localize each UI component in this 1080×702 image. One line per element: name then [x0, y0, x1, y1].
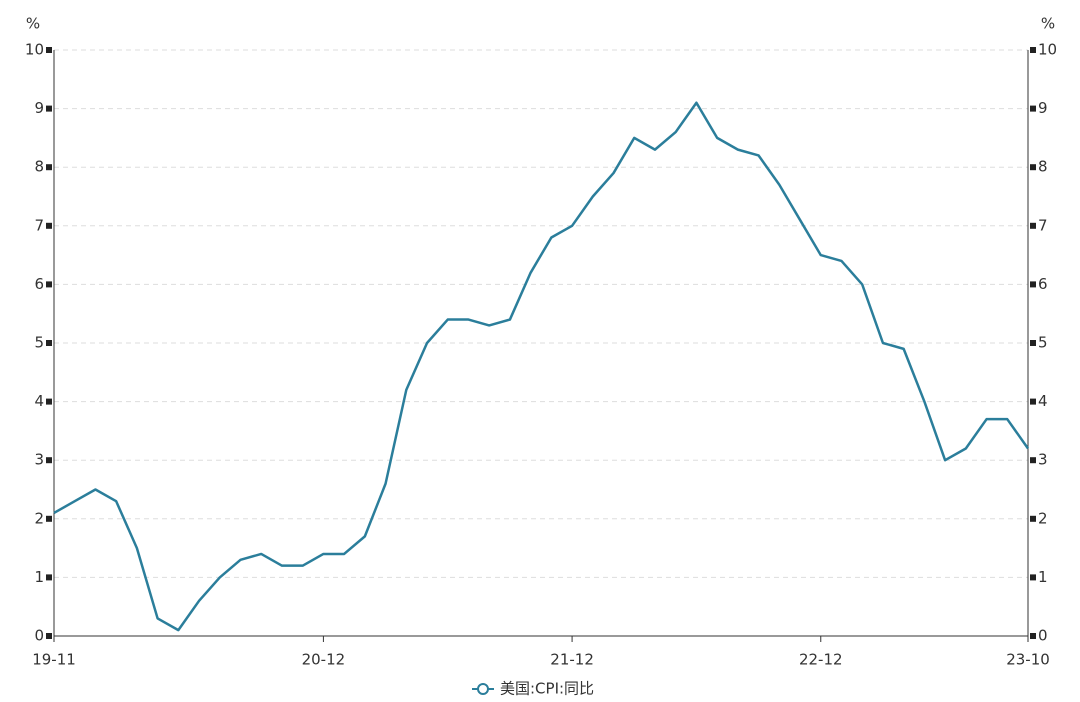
y2-tick-mark — [1030, 281, 1036, 288]
y-tick-mark — [46, 398, 52, 405]
y-tick-mark — [46, 222, 52, 229]
legend-label: 美国:CPI:同比 — [500, 680, 594, 698]
y-tick-label: 4 — [34, 392, 44, 410]
y-tick-mark — [46, 574, 52, 581]
y2-unit: % — [1041, 15, 1055, 33]
x-tick-label: 20-12 — [302, 651, 346, 669]
y-tick-label: 5 — [34, 334, 44, 352]
y-tick-label: 9 — [34, 99, 44, 117]
x-tick-label: 23-10 — [1006, 651, 1050, 669]
y2-tick-label: 7 — [1038, 216, 1048, 234]
y2-tick-mark — [1030, 222, 1036, 229]
x-tick-label: 19-11 — [32, 651, 76, 669]
y2-tick-label: 6 — [1038, 275, 1048, 293]
y2-tick-label: 4 — [1038, 392, 1048, 410]
y-tick-label: 8 — [34, 158, 44, 176]
y-tick-mark — [46, 457, 52, 464]
y-tick-label: 3 — [34, 451, 44, 469]
y2-tick-mark — [1030, 105, 1036, 112]
y-tick-mark — [46, 515, 52, 522]
y-tick-label: 2 — [34, 509, 44, 527]
y-tick-label: 6 — [34, 275, 44, 293]
y2-tick-mark — [1030, 574, 1036, 581]
legend-marker — [477, 683, 489, 695]
series-line — [53, 101, 1030, 632]
y2-tick-label: 3 — [1038, 451, 1048, 469]
y2-tick-label: 1 — [1038, 568, 1048, 586]
y2-tick-mark — [1030, 47, 1036, 53]
y2-tick-mark — [1030, 515, 1036, 522]
y2-tick-mark — [1030, 633, 1036, 639]
y2-tick-label: 2 — [1038, 509, 1048, 527]
y2-tick-label: 9 — [1038, 99, 1048, 117]
y-tick-label: 7 — [34, 216, 44, 234]
y-tick-mark — [46, 47, 52, 53]
y2-tick-label: 10 — [1038, 41, 1057, 59]
y-tick-label: 0 — [34, 627, 44, 645]
y-tick-label: 10 — [25, 41, 44, 59]
y-unit: % — [26, 15, 40, 33]
y-tick-mark — [46, 164, 52, 171]
y-tick-mark — [46, 281, 52, 288]
x-tick-label: 21-12 — [550, 651, 594, 669]
y-tick-label: 1 — [34, 568, 44, 586]
y2-tick-label: 8 — [1038, 158, 1048, 176]
y-tick-mark — [46, 633, 52, 639]
y2-tick-mark — [1030, 457, 1036, 464]
y2-tick-mark — [1030, 164, 1036, 171]
x-tick-label: 22-12 — [799, 651, 843, 669]
y-tick-mark — [46, 340, 52, 346]
y2-tick-mark — [1030, 340, 1036, 346]
y-tick-mark — [46, 105, 52, 112]
y2-tick-mark — [1030, 398, 1036, 405]
y2-tick-label: 0 — [1038, 627, 1048, 645]
y2-tick-label: 5 — [1038, 334, 1048, 352]
